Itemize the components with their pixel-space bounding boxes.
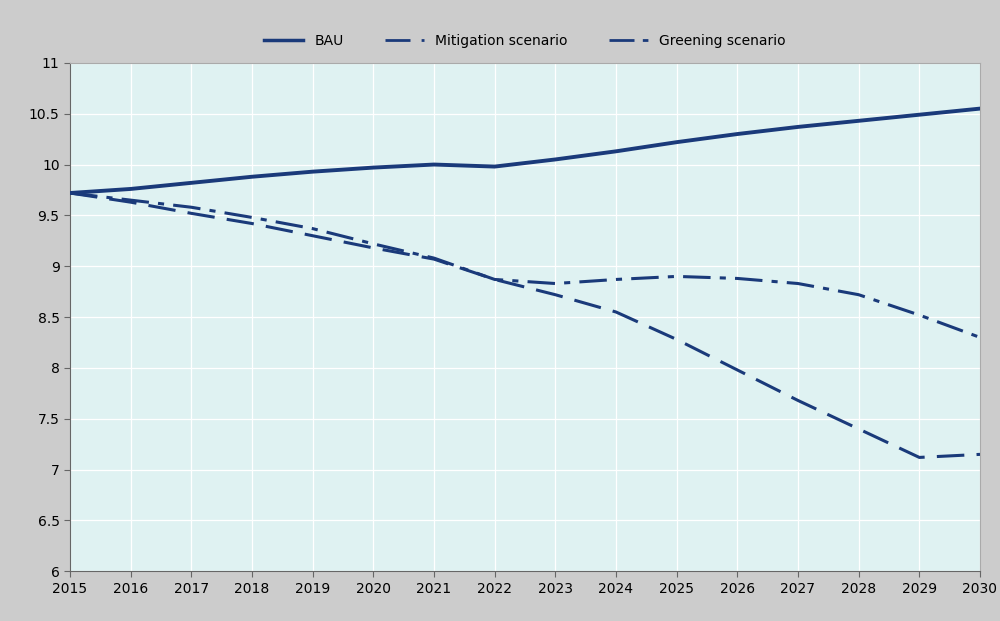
Legend: BAU, Mitigation scenario, Greening scenario: BAU, Mitigation scenario, Greening scena… (259, 28, 791, 53)
